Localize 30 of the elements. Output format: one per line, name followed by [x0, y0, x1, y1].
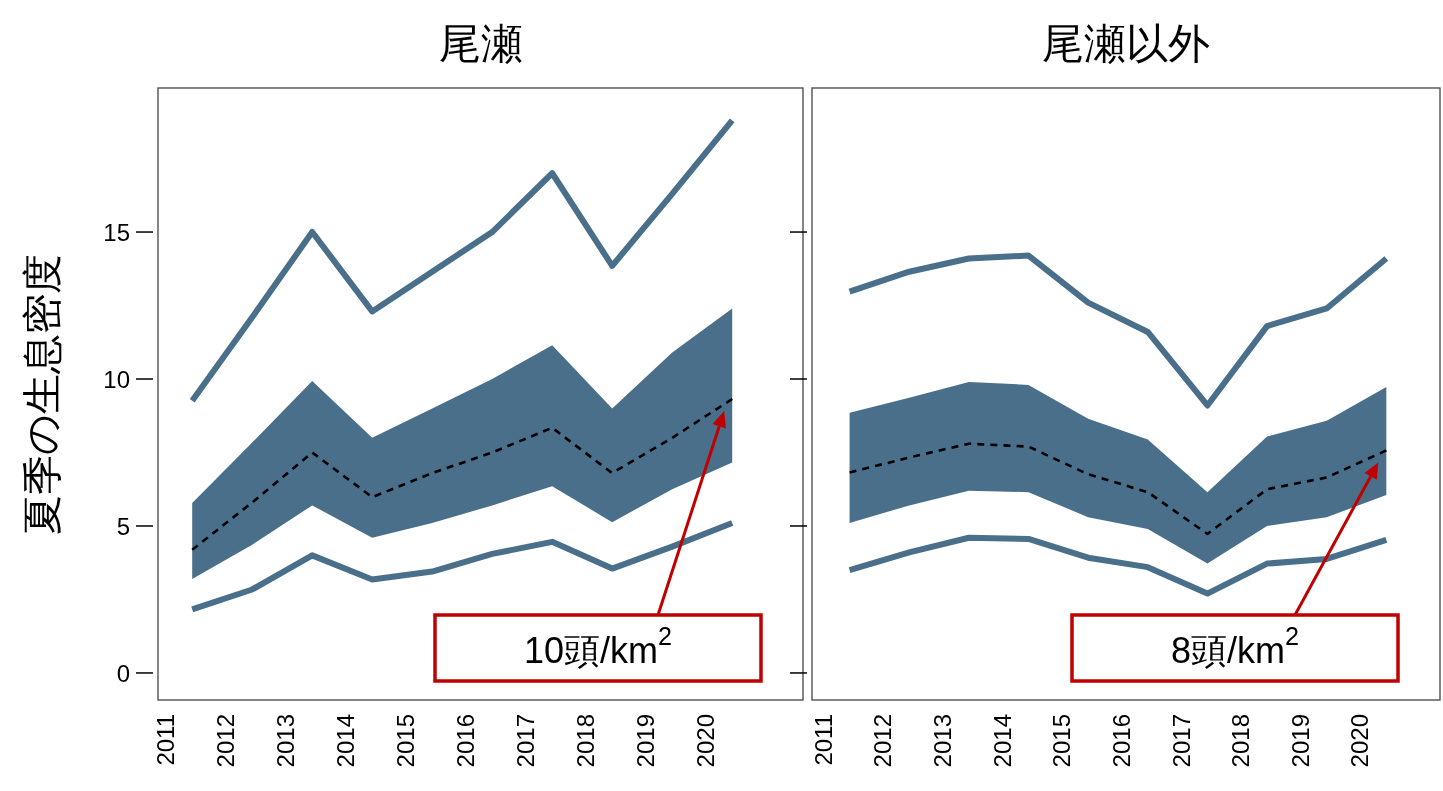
x-tick-label: 2015: [391, 714, 419, 768]
x-tick-label: 2014: [331, 714, 359, 768]
x-tick-label: 2012: [868, 714, 896, 768]
x-tick-label: 2019: [1286, 714, 1314, 768]
x-tick-label: 2019: [631, 714, 659, 768]
x-tick-label: 2020: [691, 714, 719, 768]
x-tick-label: 2016: [1107, 714, 1135, 768]
y-tick-label: 10: [103, 365, 130, 393]
x-tick-label: 2013: [271, 714, 299, 768]
y-axis-title: 夏季の生息密度: [20, 253, 64, 535]
x-tick-label: 2017: [511, 714, 539, 768]
x-tick-label: 2018: [1226, 714, 1254, 768]
annotation: 8頭/km$^{2}$: [1170, 622, 1300, 671]
chart-title: 尾瀬以外: [1042, 20, 1210, 67]
y-tick-label: 0: [116, 659, 130, 687]
x-tick-label: 2014: [988, 714, 1016, 768]
x-tick-label: 2011: [809, 714, 837, 766]
x-tick-label: 2017: [1167, 714, 1195, 768]
chart-title: 尾瀬: [438, 20, 523, 67]
x-tick-label: 2015: [1047, 714, 1075, 768]
x-tick-label: 2013: [928, 714, 956, 768]
x-tick-label: 2016: [451, 714, 479, 768]
y-tick-label: 15: [103, 218, 130, 246]
y-tick-label: 5: [116, 512, 130, 540]
annotation: 10頭/km$^{2}$: [523, 622, 673, 671]
x-tick-label: 2011: [151, 714, 179, 766]
x-tick-label: 2018: [571, 714, 599, 768]
line-series: [190, 397, 734, 552]
x-tick-label: 2012: [211, 714, 239, 768]
x-tick-label: 2020: [1345, 714, 1373, 768]
